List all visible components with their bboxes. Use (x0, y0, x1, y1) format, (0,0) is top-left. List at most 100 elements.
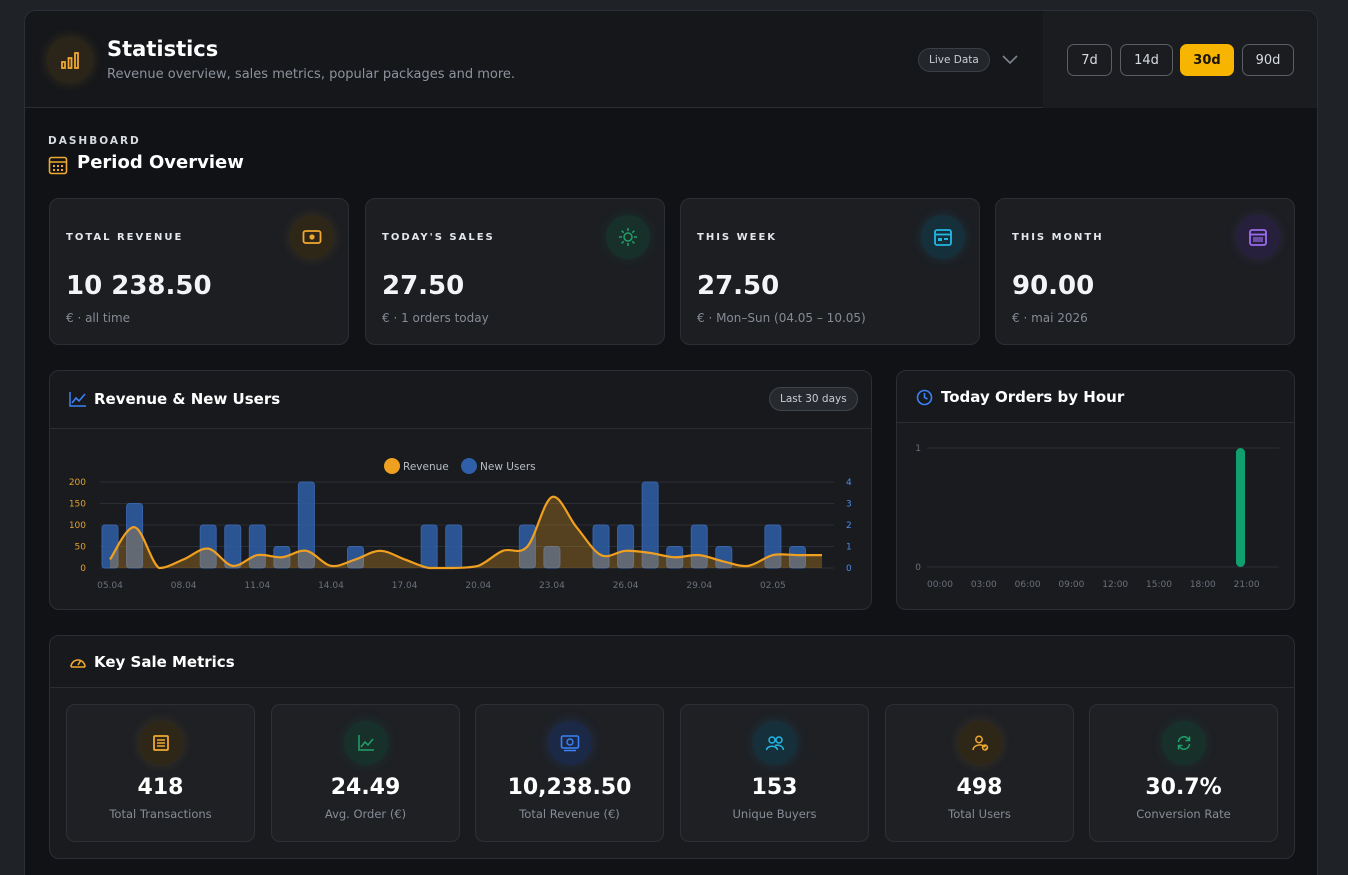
user-check-icon (958, 721, 1002, 765)
live-data-badge[interactable]: Live Data (918, 48, 990, 72)
x-tick-label: 12:00 (1102, 580, 1128, 590)
chevron-down-icon[interactable] (1001, 54, 1019, 66)
x-tick-label: 17.04 (392, 581, 418, 591)
y-left-tick-label: 0 (80, 564, 86, 574)
orders-by-hour-chart: 0 1 00:00 03:00 06:00 09:00 12:00 15:00 18:00 21:… (915, 444, 1279, 590)
stat-card-total-revenue: TOTAL REVENUE 10 238.50 € · all time (49, 198, 349, 345)
users-bar (224, 524, 242, 569)
users-bar (788, 546, 806, 569)
orders-hour-panel: Today Orders by Hour 0 1 00:00 03:00 06:00 09… (896, 370, 1295, 610)
x-tick-label: 20.04 (465, 581, 491, 591)
metric-label: Total Revenue (€) (519, 807, 620, 821)
stat-value: 90.00 (1012, 271, 1095, 301)
x-tick-label: 11.04 (244, 581, 270, 591)
metric-card-total-users: 498 Total Users (885, 704, 1074, 842)
metric-value: 10,238.50 (507, 775, 632, 800)
x-tick-label: 08.04 (171, 581, 197, 591)
range-14d-button[interactable]: 14d (1120, 44, 1173, 76)
y-tick-label: 0 (915, 563, 921, 573)
x-tick-label: 29.04 (686, 581, 712, 591)
section-eyebrow: DASHBOARD (48, 135, 141, 147)
x-tick-label: 23.04 (539, 581, 565, 591)
stat-label: TODAY'S SALES (382, 232, 495, 243)
calendar-grid-icon (48, 156, 68, 175)
y-left-tick-label: 50 (75, 543, 87, 553)
users-bar (297, 481, 315, 569)
page-header: Statistics Revenue overview, sales metri… (25, 11, 1317, 108)
stat-card-todays-sales: TODAY'S SALES 27.50 € · 1 orders today (365, 198, 665, 345)
panel-title: Today Orders by Hour (941, 388, 1125, 406)
x-tick-label: 21:00 (1234, 580, 1260, 590)
metric-label: Unique Buyers (732, 807, 817, 821)
money-icon (548, 721, 592, 765)
line-chart-icon (69, 392, 86, 407)
period-pill[interactable]: Last 30 days (769, 387, 858, 411)
trend-icon (344, 721, 388, 765)
stat-sub: € · all time (66, 311, 131, 325)
calendar-week-icon (921, 215, 965, 259)
page-subtitle: Revenue overview, sales metrics, popular… (107, 67, 516, 82)
stat-label: TOTAL REVENUE (66, 232, 184, 243)
revenue-users-chart: Revenue New Users 0 50 100 150 200 0 1 2 3 4 05.04 08… (69, 458, 852, 591)
metric-value: 24.49 (330, 775, 401, 800)
users-bar (199, 524, 217, 569)
y-left-tick-label: 200 (69, 478, 86, 488)
x-tick-label: 18:00 (1190, 580, 1216, 590)
x-tick-label: 26.04 (613, 581, 639, 591)
stat-label: THIS MONTH (1012, 232, 1104, 243)
section-title: Period Overview (77, 152, 244, 173)
metric-value: 30.7% (1145, 775, 1222, 800)
x-tick-label: 09:00 (1058, 580, 1084, 590)
metric-value: 498 (956, 775, 1003, 800)
x-tick-label: 06:00 (1015, 580, 1041, 590)
x-tick-label: 03:00 (971, 580, 997, 590)
stat-value: 10 238.50 (66, 271, 212, 301)
range-7d-button[interactable]: 7d (1067, 44, 1112, 76)
statistics-logo (47, 37, 93, 83)
legend-swatch (461, 458, 477, 474)
metric-card-transactions: 418 Total Transactions (66, 704, 255, 842)
x-tick-label: 05.04 (97, 581, 123, 591)
gauge-icon (70, 659, 86, 668)
y-right-tick-label: 0 (846, 564, 852, 574)
metric-card-total-revenue: 10,238.50 Total Revenue (€) (475, 704, 664, 842)
calendar-month-icon (1236, 215, 1280, 259)
y-right-tick-label: 4 (846, 478, 852, 488)
legend-label: Revenue (403, 461, 449, 473)
stat-sub: € · mai 2026 (1012, 311, 1088, 325)
panel-header (897, 371, 1294, 423)
orders-bar (1236, 448, 1245, 567)
users-bar (420, 524, 438, 569)
stat-value: 27.50 (697, 271, 780, 301)
stat-sub: € · 1 orders today (382, 311, 489, 325)
cash-icon (290, 215, 334, 259)
metric-label: Avg. Order (€) (324, 807, 407, 821)
y-tick-label: 1 (915, 444, 921, 454)
metric-card-avg-order: 24.49 Avg. Order (€) (271, 704, 460, 842)
revenue-area (110, 496, 822, 568)
key-metrics-panel: Key Sale Metrics 418 Total Transactions … (49, 635, 1295, 859)
metric-label: Conversion Rate (1136, 807, 1231, 821)
users-bar (690, 524, 708, 569)
users-icon (753, 721, 797, 765)
range-30d-button[interactable]: 30d (1180, 44, 1234, 76)
users-bar (445, 524, 463, 569)
users-bar (543, 546, 561, 569)
range-90d-button[interactable]: 90d (1242, 44, 1294, 76)
stat-label: THIS WEEK (697, 232, 778, 243)
refresh-icon (1162, 721, 1206, 765)
revenue-line (109, 495, 822, 570)
y-left-tick-label: 100 (69, 521, 86, 531)
dashboard-frame: Statistics Revenue overview, sales metri… (24, 10, 1318, 875)
metric-value: 153 (751, 775, 798, 800)
metric-card-conversion: 30.7% Conversion Rate (1089, 704, 1278, 842)
stat-value: 27.50 (382, 271, 465, 301)
x-tick-label: 15:00 (1146, 580, 1172, 590)
page-title: Statistics (107, 37, 219, 61)
metric-label: Total Users (948, 807, 1011, 821)
y-right-tick-label: 2 (846, 521, 852, 531)
x-tick-label: 02.05 (760, 581, 786, 591)
stat-card-this-week: THIS WEEK 27.50 € · Mon–Sun (04.05 – 10.… (680, 198, 980, 345)
panel-title: Key Sale Metrics (94, 653, 235, 671)
sun-icon (606, 215, 650, 259)
